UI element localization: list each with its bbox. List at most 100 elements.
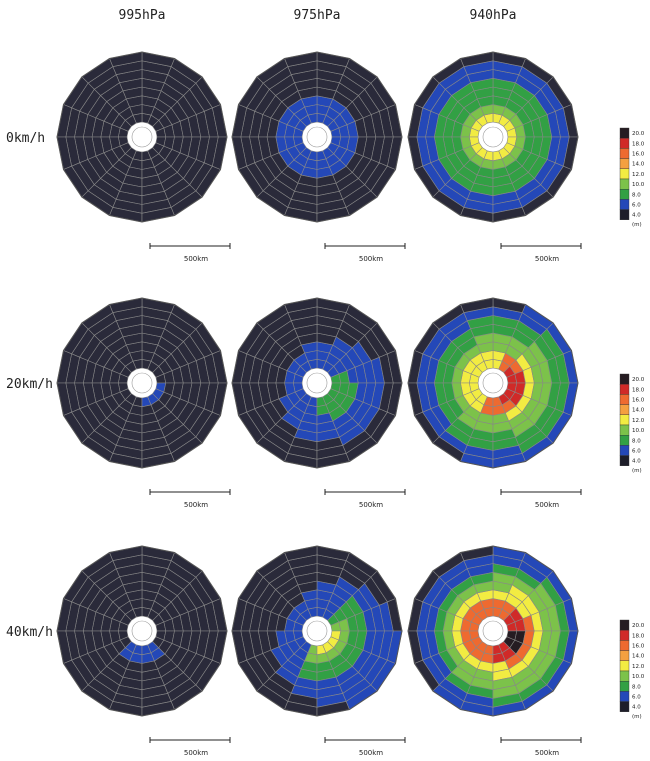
- scale-bar: 500km: [500, 737, 582, 757]
- storm-center: [306, 126, 328, 148]
- diagram-outline: [407, 51, 579, 223]
- scale-bar: 500km: [149, 489, 231, 509]
- legend-swatch: [619, 384, 630, 395]
- storm-center: [482, 126, 504, 148]
- legend-swatch: [619, 148, 630, 159]
- legend-swatch: [619, 404, 630, 416]
- polar-diagram: [231, 297, 403, 469]
- scale-bar: 500km: [324, 737, 406, 757]
- legend-label: 12.0: [632, 172, 645, 178]
- legend-label: 10.0: [632, 182, 645, 188]
- scale-bar: 500km: [500, 243, 582, 263]
- legend-swatch: [619, 660, 630, 672]
- legend-swatch: [619, 691, 630, 702]
- legend-label: 14.0: [632, 654, 645, 660]
- column-labels: 995hPa 975hPa 940hPa: [119, 8, 517, 23]
- legend-label: 16.0: [632, 398, 645, 404]
- legend-swatch: [619, 681, 630, 692]
- diagram-outline: [56, 545, 228, 717]
- scale-bar-label: 500km: [359, 255, 383, 263]
- scale-bar: 500km: [324, 489, 406, 509]
- legend-swatch: [619, 455, 630, 467]
- legend-swatch: [619, 435, 630, 446]
- diagram-outline: [56, 51, 228, 223]
- legend-swatch: [619, 670, 630, 682]
- legend-label: 18.0: [632, 387, 645, 393]
- polar-diagram: [231, 51, 403, 223]
- legend-label: 14.0: [632, 408, 645, 414]
- diagram-outline: [407, 297, 579, 469]
- scale-bar: 500km: [149, 737, 231, 757]
- storm-center: [131, 620, 153, 642]
- panel-grid: [56, 51, 579, 717]
- scale-bar-label: 500km: [359, 749, 383, 757]
- legend-label: 18.0: [632, 141, 645, 147]
- legend-label: 20.0: [632, 131, 645, 137]
- polar-diagram: [407, 297, 579, 469]
- storm-center: [131, 372, 153, 394]
- storm-center: [482, 620, 504, 642]
- row-label: 0km/h: [6, 131, 45, 146]
- legend-swatch: [619, 619, 630, 631]
- legend-label: 6.0: [632, 203, 641, 209]
- polar-diagram: [56, 545, 228, 717]
- legend-label: 8.0: [632, 192, 641, 198]
- scale-bar-label: 500km: [184, 501, 208, 509]
- legend-label: 14.0: [632, 162, 645, 168]
- scale-bar-label: 500km: [184, 255, 208, 263]
- legend-label: 20.0: [632, 623, 645, 629]
- color-legend: 20.0 18.0 16.0 14.0 12.0 10.0 8.0 6.0 4.0 (m): [619, 373, 645, 474]
- row-label: 40km/h: [6, 625, 53, 640]
- column-label: 995hPa: [119, 8, 166, 23]
- legend-label: 10.0: [632, 428, 645, 434]
- polar-diagram: [407, 51, 579, 223]
- scale-bar: 500km: [149, 243, 231, 263]
- column-label: 940hPa: [470, 8, 517, 23]
- legend-label: 4.0: [632, 213, 641, 219]
- legend-swatch: [619, 127, 630, 139]
- storm-center: [131, 126, 153, 148]
- legend-swatch: [619, 199, 630, 210]
- legend-swatch: [619, 178, 630, 190]
- scale-bar-label: 500km: [184, 749, 208, 757]
- legend-label: 4.0: [632, 705, 641, 711]
- storm-center: [306, 372, 328, 394]
- polar-diagram: [56, 51, 228, 223]
- color-legend: 20.0 18.0 16.0 14.0 12.0 10.0 8.0 6.0 4.0 (m): [619, 619, 645, 720]
- legend-unit: (m): [632, 468, 642, 474]
- diagram-outline: [231, 545, 403, 717]
- legend-unit: (m): [632, 714, 642, 720]
- legend-label: 12.0: [632, 664, 645, 670]
- row-label: 20km/h: [6, 377, 53, 392]
- color-legend: 20.0 18.0 16.0 14.0 12.0 10.0 8.0 6.0 4.0 (m): [619, 127, 645, 228]
- storm-center: [482, 372, 504, 394]
- legend-swatch: [619, 373, 630, 385]
- diagram-outline: [56, 297, 228, 469]
- legend-label: 10.0: [632, 674, 645, 680]
- legend-swatch: [619, 168, 630, 180]
- legend-swatch: [619, 650, 630, 661]
- legend-label: 12.0: [632, 418, 645, 424]
- legend-swatch: [619, 640, 630, 651]
- diagram-outline: [407, 545, 579, 717]
- scale-bar-label: 500km: [535, 501, 559, 509]
- legend-unit: (m): [632, 222, 642, 228]
- scale-bar: 500km: [500, 489, 582, 509]
- legend-swatch: [619, 630, 630, 641]
- scale-bar: 500km: [324, 243, 406, 263]
- diagram-outline: [231, 297, 403, 469]
- row-labels: 0km/h 20km/h 40km/h: [6, 131, 53, 640]
- scale-bar-label: 500km: [359, 501, 383, 509]
- legend-label: 6.0: [632, 695, 641, 701]
- legend-label: 8.0: [632, 438, 641, 444]
- legend-swatch: [619, 445, 630, 456]
- storm-center: [306, 620, 328, 642]
- legend-label: 16.0: [632, 152, 645, 158]
- legend-label: 8.0: [632, 684, 641, 690]
- legend-swatch: [619, 701, 630, 712]
- legend-label: 6.0: [632, 449, 641, 455]
- legend-swatch: [619, 209, 630, 221]
- column-label: 975hPa: [294, 8, 341, 23]
- diagram-outline: [231, 51, 403, 223]
